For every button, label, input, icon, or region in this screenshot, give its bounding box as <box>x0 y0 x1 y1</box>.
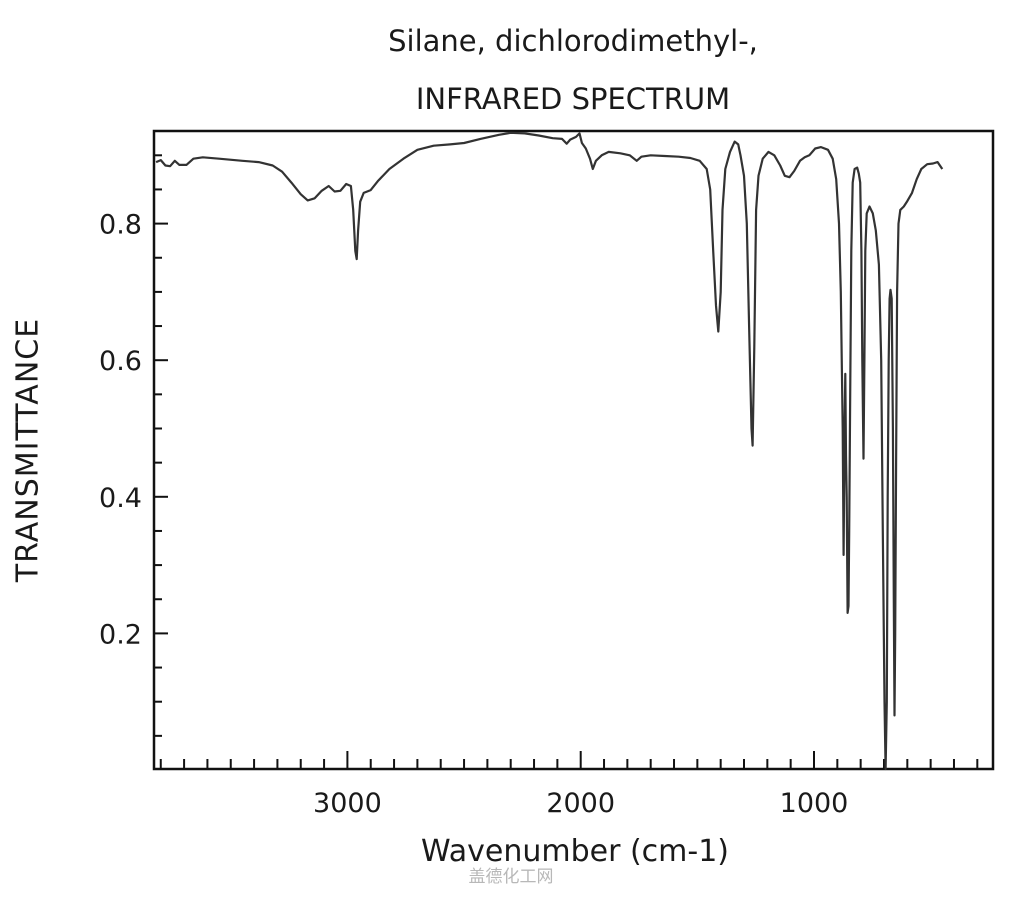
y-tick-label: 0.8 <box>99 210 142 241</box>
y-tick-label: 0.6 <box>99 346 142 377</box>
x-tick-label: 2000 <box>546 788 615 819</box>
plot-frame <box>152 129 995 771</box>
watermark: 盖德化工网 <box>468 867 554 887</box>
x-axis-label: Wavenumber (cm-1) <box>421 834 729 869</box>
y-tick-label: 0.2 <box>99 619 142 650</box>
axis-tick-labels: 3000 2000 1000 0.2 0.4 0.6 0.8 <box>99 210 848 819</box>
y-tick-label: 0.4 <box>99 483 142 514</box>
plot-axes <box>152 129 995 771</box>
chart-subtitle: INFRARED SPECTRUM <box>415 82 731 116</box>
x-tick-label: 1000 <box>780 788 849 819</box>
axis-ticks <box>154 154 979 769</box>
chart-title: Silane, dichlorodimethyl-, <box>388 24 758 58</box>
x-tick-label: 3000 <box>313 788 382 819</box>
spectrum-line <box>155 131 944 771</box>
y-axis-label: TRANSMITTANCE <box>10 317 46 583</box>
